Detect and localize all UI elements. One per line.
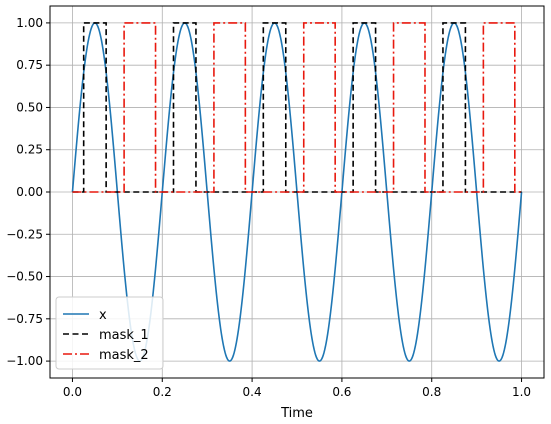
- y-tick-label: 1.00: [16, 16, 43, 30]
- legend-box: [55, 296, 164, 370]
- series-mask-1-line: [72, 22, 522, 193]
- y-tick-label: −0.50: [6, 270, 43, 284]
- y-tick-label: −0.75: [6, 312, 43, 326]
- x-tick-label: 0.8: [422, 385, 441, 399]
- y-tick-label: 0.00: [16, 185, 43, 199]
- legend-label: mask_1: [99, 328, 149, 343]
- legend: x mask_1 mask_2: [55, 296, 164, 370]
- y-tick-label: 0.75: [16, 58, 43, 72]
- legend-label: x: [99, 308, 107, 323]
- y-tick-label: −1.00: [6, 354, 43, 368]
- x-tick-label: 0.0: [63, 385, 82, 399]
- series-mask-2-line: [72, 22, 522, 193]
- x-tick-label: 1.0: [512, 385, 531, 399]
- y-tick-label: 0.25: [16, 143, 43, 157]
- x-axis-label: Time: [280, 406, 313, 421]
- x-tick-label: 0.2: [153, 385, 172, 399]
- y-tick-label: −0.25: [6, 227, 43, 241]
- x-tick-label: 0.4: [243, 385, 262, 399]
- ticks: 0.0 0.2 0.4 0.6 0.8 1.0 −1.00 −0.75 −0.50 −0.25 0.…: [6, 16, 531, 399]
- y-tick-label: 0.50: [16, 100, 43, 114]
- x-tick-label: 0.6: [332, 385, 351, 399]
- legend-label: mask_2: [99, 348, 149, 363]
